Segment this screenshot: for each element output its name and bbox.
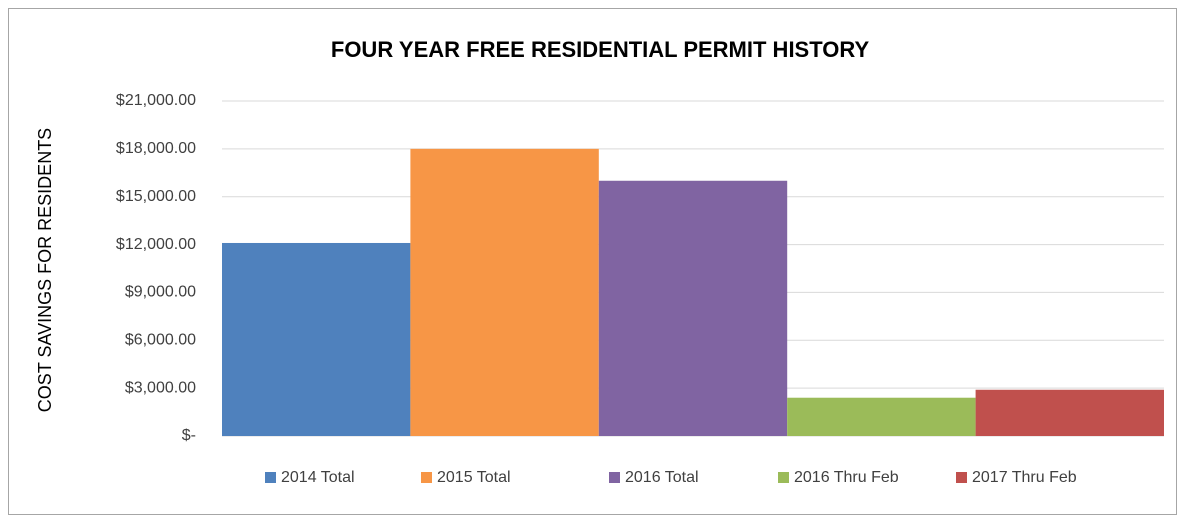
- legend-swatch: [778, 472, 789, 483]
- y-tick-label: $3,000.00: [125, 379, 196, 396]
- bar: [787, 397, 976, 436]
- legend-label: 2017 Thru Feb: [972, 469, 1077, 486]
- y-tick-label: $15,000.00: [116, 188, 196, 205]
- y-tick-label: $12,000.00: [116, 236, 196, 253]
- legend-label: 2016 Total: [625, 469, 699, 486]
- y-axis-label: COST SAVINGS FOR RESIDENTS: [35, 128, 55, 412]
- legend-label: 2016 Thru Feb: [794, 469, 899, 486]
- bar: [975, 389, 1164, 436]
- y-tick-label: $9,000.00: [125, 284, 196, 301]
- bar: [598, 180, 788, 436]
- legend-swatch: [421, 472, 432, 483]
- legend-swatch: [956, 472, 967, 483]
- bar: [222, 242, 411, 436]
- legend-swatch: [265, 472, 276, 483]
- y-tick-label: $21,000.00: [116, 92, 196, 109]
- chart-title: FOUR YEAR FREE RESIDENTIAL PERMIT HISTOR…: [331, 37, 870, 62]
- legend-label: 2014 Total: [281, 469, 355, 486]
- bar: [410, 148, 599, 436]
- legend-swatch: [609, 472, 620, 483]
- y-tick-label: $18,000.00: [116, 140, 196, 157]
- legend-label: 2015 Total: [437, 469, 511, 486]
- y-tick-label: $6,000.00: [125, 332, 196, 349]
- y-tick-label: $-: [182, 427, 196, 444]
